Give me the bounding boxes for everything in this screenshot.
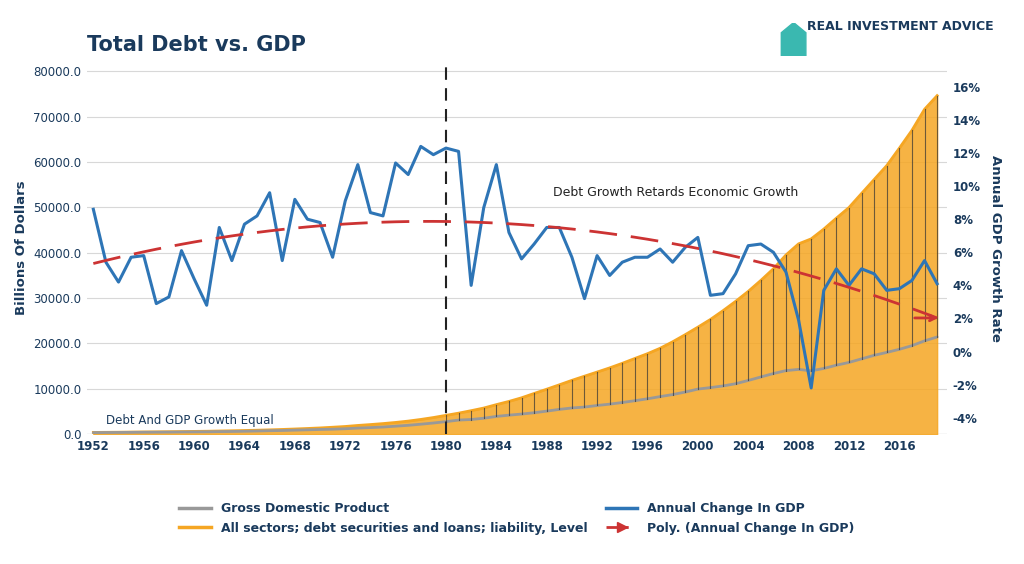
Text: Total Debt vs. GDP: Total Debt vs. GDP <box>87 35 306 55</box>
Text: REAL INVESTMENT ADVICE: REAL INVESTMENT ADVICE <box>807 20 993 33</box>
Y-axis label: Billions Of Dollars: Billions Of Dollars <box>14 181 28 315</box>
Legend: Gross Domestic Product, All sectors; debt securities and loans; liability, Level: Gross Domestic Product, All sectors; deb… <box>174 497 860 540</box>
Polygon shape <box>781 23 806 56</box>
Text: Debt And GDP Growth Equal: Debt And GDP Growth Equal <box>105 415 273 428</box>
Text: •••: ••• <box>786 42 801 47</box>
Text: Debt Growth Retards Economic Growth: Debt Growth Retards Economic Growth <box>553 186 799 199</box>
Y-axis label: Annual GDP Growth Rate: Annual GDP Growth Rate <box>989 155 1001 342</box>
